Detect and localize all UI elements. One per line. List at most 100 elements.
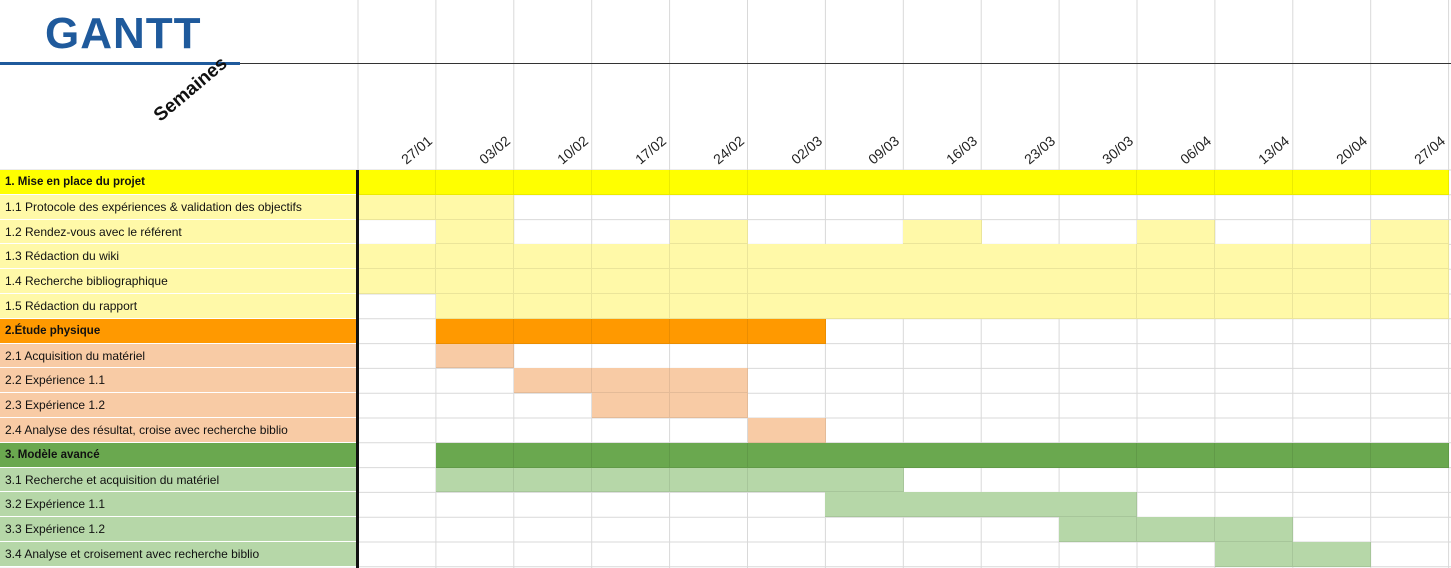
phase-bar-cell	[981, 170, 1060, 195]
phase-bar-cell	[669, 170, 748, 195]
task-bar-cell	[1292, 542, 1372, 567]
phase-header-label: 2.Étude physique	[0, 318, 357, 344]
phase-bar-cell	[747, 318, 826, 344]
phase-bar-cell	[1292, 170, 1372, 195]
phase-bar-cell	[513, 442, 593, 468]
task-bar-cell	[903, 294, 982, 319]
phase-bar-cell	[903, 442, 982, 468]
title-underline	[0, 62, 240, 65]
task-bar-cell	[1137, 269, 1216, 294]
task-bar-cell	[825, 244, 904, 270]
task-bar-cell	[591, 244, 671, 270]
task-label: 1.4 Recherche bibliographique	[0, 269, 357, 294]
task-label: 2.2 Expérience 1.1	[0, 368, 357, 394]
task-bar-cell	[1214, 269, 1294, 294]
task-bar-cell	[903, 269, 982, 294]
phase-bar-cell	[903, 170, 982, 195]
task-bar-cell	[669, 269, 748, 294]
phase-bar-cell	[435, 318, 515, 344]
task-bar-cell	[747, 244, 826, 270]
phase-bar-cell	[513, 170, 593, 195]
task-bar-cell	[903, 492, 982, 518]
task-bar-cell	[591, 269, 671, 294]
phase-bar-cell	[747, 170, 826, 195]
phase-bar-cell	[435, 442, 515, 468]
task-label: 1.3 Rédaction du wiki	[0, 244, 357, 270]
task-bar-cell	[513, 467, 593, 493]
phase-bar-cell	[1214, 442, 1294, 468]
task-label: 3.1 Recherche et acquisition du matériel	[0, 467, 357, 493]
task-bar-cell	[513, 244, 593, 270]
task-bar-cell	[825, 269, 904, 294]
task-bar-cell	[1059, 517, 1138, 542]
task-bar-cell	[1370, 294, 1450, 319]
task-bar-cell	[358, 194, 437, 220]
task-bar-cell	[513, 294, 593, 319]
task-bar-cell	[747, 467, 826, 493]
task-bar-cell	[435, 219, 515, 245]
task-bar-cell	[669, 244, 748, 270]
task-bar-cell	[903, 244, 982, 270]
task-bar-cell	[669, 219, 748, 245]
task-bar-cell	[358, 244, 437, 270]
task-label: 1.5 Rédaction du rapport	[0, 294, 357, 319]
phase-bar-cell	[669, 442, 748, 468]
task-bar-cell	[669, 294, 748, 319]
task-bar-cell	[513, 368, 593, 394]
task-bar-cell	[1137, 294, 1216, 319]
phase-bar-cell	[435, 170, 515, 195]
task-bar-cell	[825, 492, 904, 518]
task-label: 2.1 Acquisition du matériel	[0, 343, 357, 369]
task-bar-cell	[903, 219, 982, 245]
task-label: 1.2 Rendez-vous avec le référent	[0, 219, 357, 245]
task-bar-cell	[747, 269, 826, 294]
task-label: 3.4 Analyse et croisement avec recherche…	[0, 542, 357, 567]
task-bar-cell	[981, 492, 1060, 518]
phase-header-label: 1. Mise en place du projet	[0, 170, 357, 195]
task-bar-cell	[669, 368, 748, 394]
task-bar-cell	[1214, 517, 1294, 542]
task-bar-cell	[591, 368, 671, 394]
task-bar-cell	[358, 269, 437, 294]
task-bar-cell	[747, 418, 826, 443]
task-label: 3.2 Expérience 1.1	[0, 492, 357, 518]
task-bar-cell	[435, 194, 515, 220]
phase-bar-cell	[1214, 170, 1294, 195]
task-bar-cell	[1292, 244, 1372, 270]
phase-bar-cell	[1370, 170, 1450, 195]
task-bar-cell	[1292, 294, 1372, 319]
task-bar-cell	[1059, 294, 1138, 319]
task-bar-cell	[435, 244, 515, 270]
phase-bar-cell	[591, 170, 671, 195]
task-bar-cell	[1059, 269, 1138, 294]
phase-bar-cell	[1292, 442, 1372, 468]
task-bar-cell	[981, 269, 1060, 294]
task-bar-cell	[435, 343, 515, 369]
task-bar-cell	[435, 269, 515, 294]
task-bar-cell	[1059, 244, 1138, 270]
task-label: 1.1 Protocole des expériences & validati…	[0, 194, 357, 220]
task-bar-cell	[1214, 244, 1294, 270]
task-bar-cell	[591, 294, 671, 319]
phase-bar-cell	[1370, 442, 1450, 468]
phase-bar-cell	[1059, 170, 1138, 195]
task-bar-cell	[1292, 269, 1372, 294]
task-bar-cell	[435, 467, 515, 493]
label-divider	[356, 170, 359, 568]
phase-bar-cell	[1137, 442, 1216, 468]
page-title: GANTT	[45, 9, 202, 58]
task-bar-cell	[981, 244, 1060, 270]
task-bar-cell	[825, 294, 904, 319]
phase-bar-cell	[1059, 442, 1138, 468]
phase-bar-cell	[747, 442, 826, 468]
task-bar-cell	[825, 467, 904, 493]
phase-bar-cell	[591, 318, 671, 344]
task-label: 2.4 Analyse des résultat, croise avec re…	[0, 418, 357, 443]
task-bar-cell	[1137, 219, 1216, 245]
task-bar-cell	[513, 269, 593, 294]
task-bar-cell	[591, 467, 671, 493]
task-bar-cell	[1370, 244, 1450, 270]
phase-bar-cell	[358, 170, 437, 195]
task-bar-cell	[1370, 269, 1450, 294]
task-bar-cell	[1370, 219, 1450, 245]
